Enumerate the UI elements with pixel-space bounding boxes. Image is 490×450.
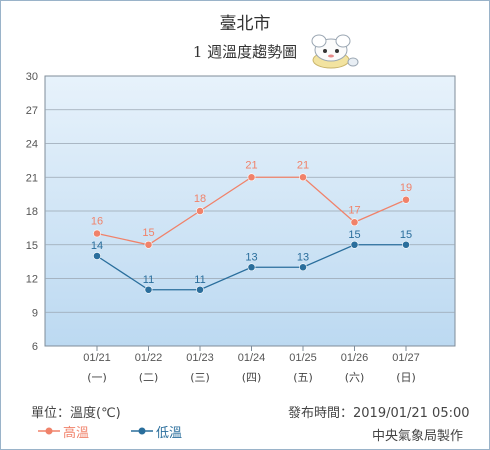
legend-item-low[interactable]: 低溫 — [130, 422, 210, 441]
data-label-high: 19 — [400, 182, 412, 194]
data-point-low[interactable] — [93, 252, 101, 260]
weather-mascot-icon — [311, 34, 359, 69]
data-point-low[interactable] — [402, 240, 410, 249]
data-label-low: 13 — [245, 251, 257, 263]
series-lines — [93, 173, 410, 294]
data-point-high[interactable] — [144, 240, 153, 249]
x-weekday-label: (三) — [190, 371, 210, 384]
y-tick-label: 6 — [32, 341, 38, 353]
y-tick-label: 9 — [32, 307, 38, 319]
data-label-low: 13 — [297, 251, 309, 263]
y-tick-label: 27 — [26, 105, 38, 117]
data-point-high[interactable] — [350, 218, 359, 227]
x-weekday-label: (五) — [293, 371, 313, 384]
x-weekday-label: (六) — [345, 371, 365, 384]
legend-marker-low-icon — [131, 427, 153, 435]
data-label-high: 18 — [194, 193, 206, 205]
data-label-low: 15 — [400, 229, 412, 241]
x-weekday-label: (二) — [139, 371, 159, 384]
data-point-high[interactable] — [196, 207, 204, 215]
y-tick-label: 18 — [26, 206, 38, 218]
publish-time: 發布時間：2019/01/21 05:00 — [288, 406, 470, 421]
credit-label: 中央氣象局製作 — [372, 429, 464, 444]
y-tick-label: 12 — [26, 274, 38, 286]
x-axis-ticks: 01/21 (一) 01/22 (二) 01/23 (三) 01/24 (四) 01/25 (五)… — [83, 346, 420, 384]
x-tick-label: 01/22 — [135, 352, 163, 364]
temperature-chart: 6 9 12 15 18 21 24 27 30 01/21 (一) 01/22 (二) 01/23 (三… — [26, 71, 456, 384]
y-axis-ticks: 6 9 12 15 18 21 24 27 30 — [26, 71, 38, 353]
chart-subtitle: 1 週溫度趨勢圖 — [192, 43, 298, 61]
data-point-high[interactable] — [402, 195, 410, 204]
x-weekday-label: (四) — [242, 371, 262, 384]
y-tick-label: 15 — [26, 240, 38, 252]
data-label-high: 21 — [297, 159, 309, 171]
data-label-high: 21 — [245, 159, 257, 171]
legend-item-high[interactable]: 高溫 — [37, 422, 117, 441]
legend-marker-high-icon — [38, 427, 60, 435]
data-label-high: 17 — [348, 204, 360, 216]
data-label-low: 11 — [143, 274, 154, 286]
x-weekday-label: (一) — [87, 371, 107, 384]
x-tick-label: 01/21 — [83, 352, 111, 364]
data-point-low[interactable] — [144, 285, 153, 294]
unit-label: 單位：溫度(℃) — [31, 406, 121, 421]
data-labels: 16 15 18 21 21 17 19 14 11 11 13 13 15 15 — [91, 159, 412, 286]
data-point-high[interactable] — [299, 173, 307, 182]
data-label-high: 16 — [91, 216, 103, 228]
y-tick-label: 30 — [26, 71, 38, 83]
x-tick-label: 01/23 — [186, 352, 214, 364]
y-tick-label: 21 — [26, 172, 38, 184]
data-label-low: 15 — [348, 229, 360, 241]
data-point-high[interactable] — [247, 173, 256, 182]
data-point-low[interactable] — [350, 240, 359, 249]
x-tick-label: 01/24 — [238, 352, 266, 364]
data-point-low[interactable] — [299, 263, 307, 272]
data-label-low: 11 — [194, 274, 205, 286]
legend-label-high: 高溫 — [63, 426, 90, 441]
x-tick-label: 01/26 — [341, 352, 369, 364]
y-tick-label: 24 — [26, 139, 38, 151]
x-weekday-label: (日) — [396, 371, 416, 384]
data-point-low[interactable] — [196, 285, 204, 294]
data-label-high: 15 — [142, 227, 154, 239]
legend-label-low: 低溫 — [156, 426, 183, 441]
chart-title-city: 臺北市 — [219, 14, 271, 34]
x-tick-label: 01/27 — [392, 352, 420, 364]
data-label-low: 14 — [91, 240, 103, 252]
data-point-high[interactable] — [93, 229, 101, 238]
x-tick-label: 01/25 — [289, 352, 317, 364]
data-point-low[interactable] — [247, 263, 256, 272]
